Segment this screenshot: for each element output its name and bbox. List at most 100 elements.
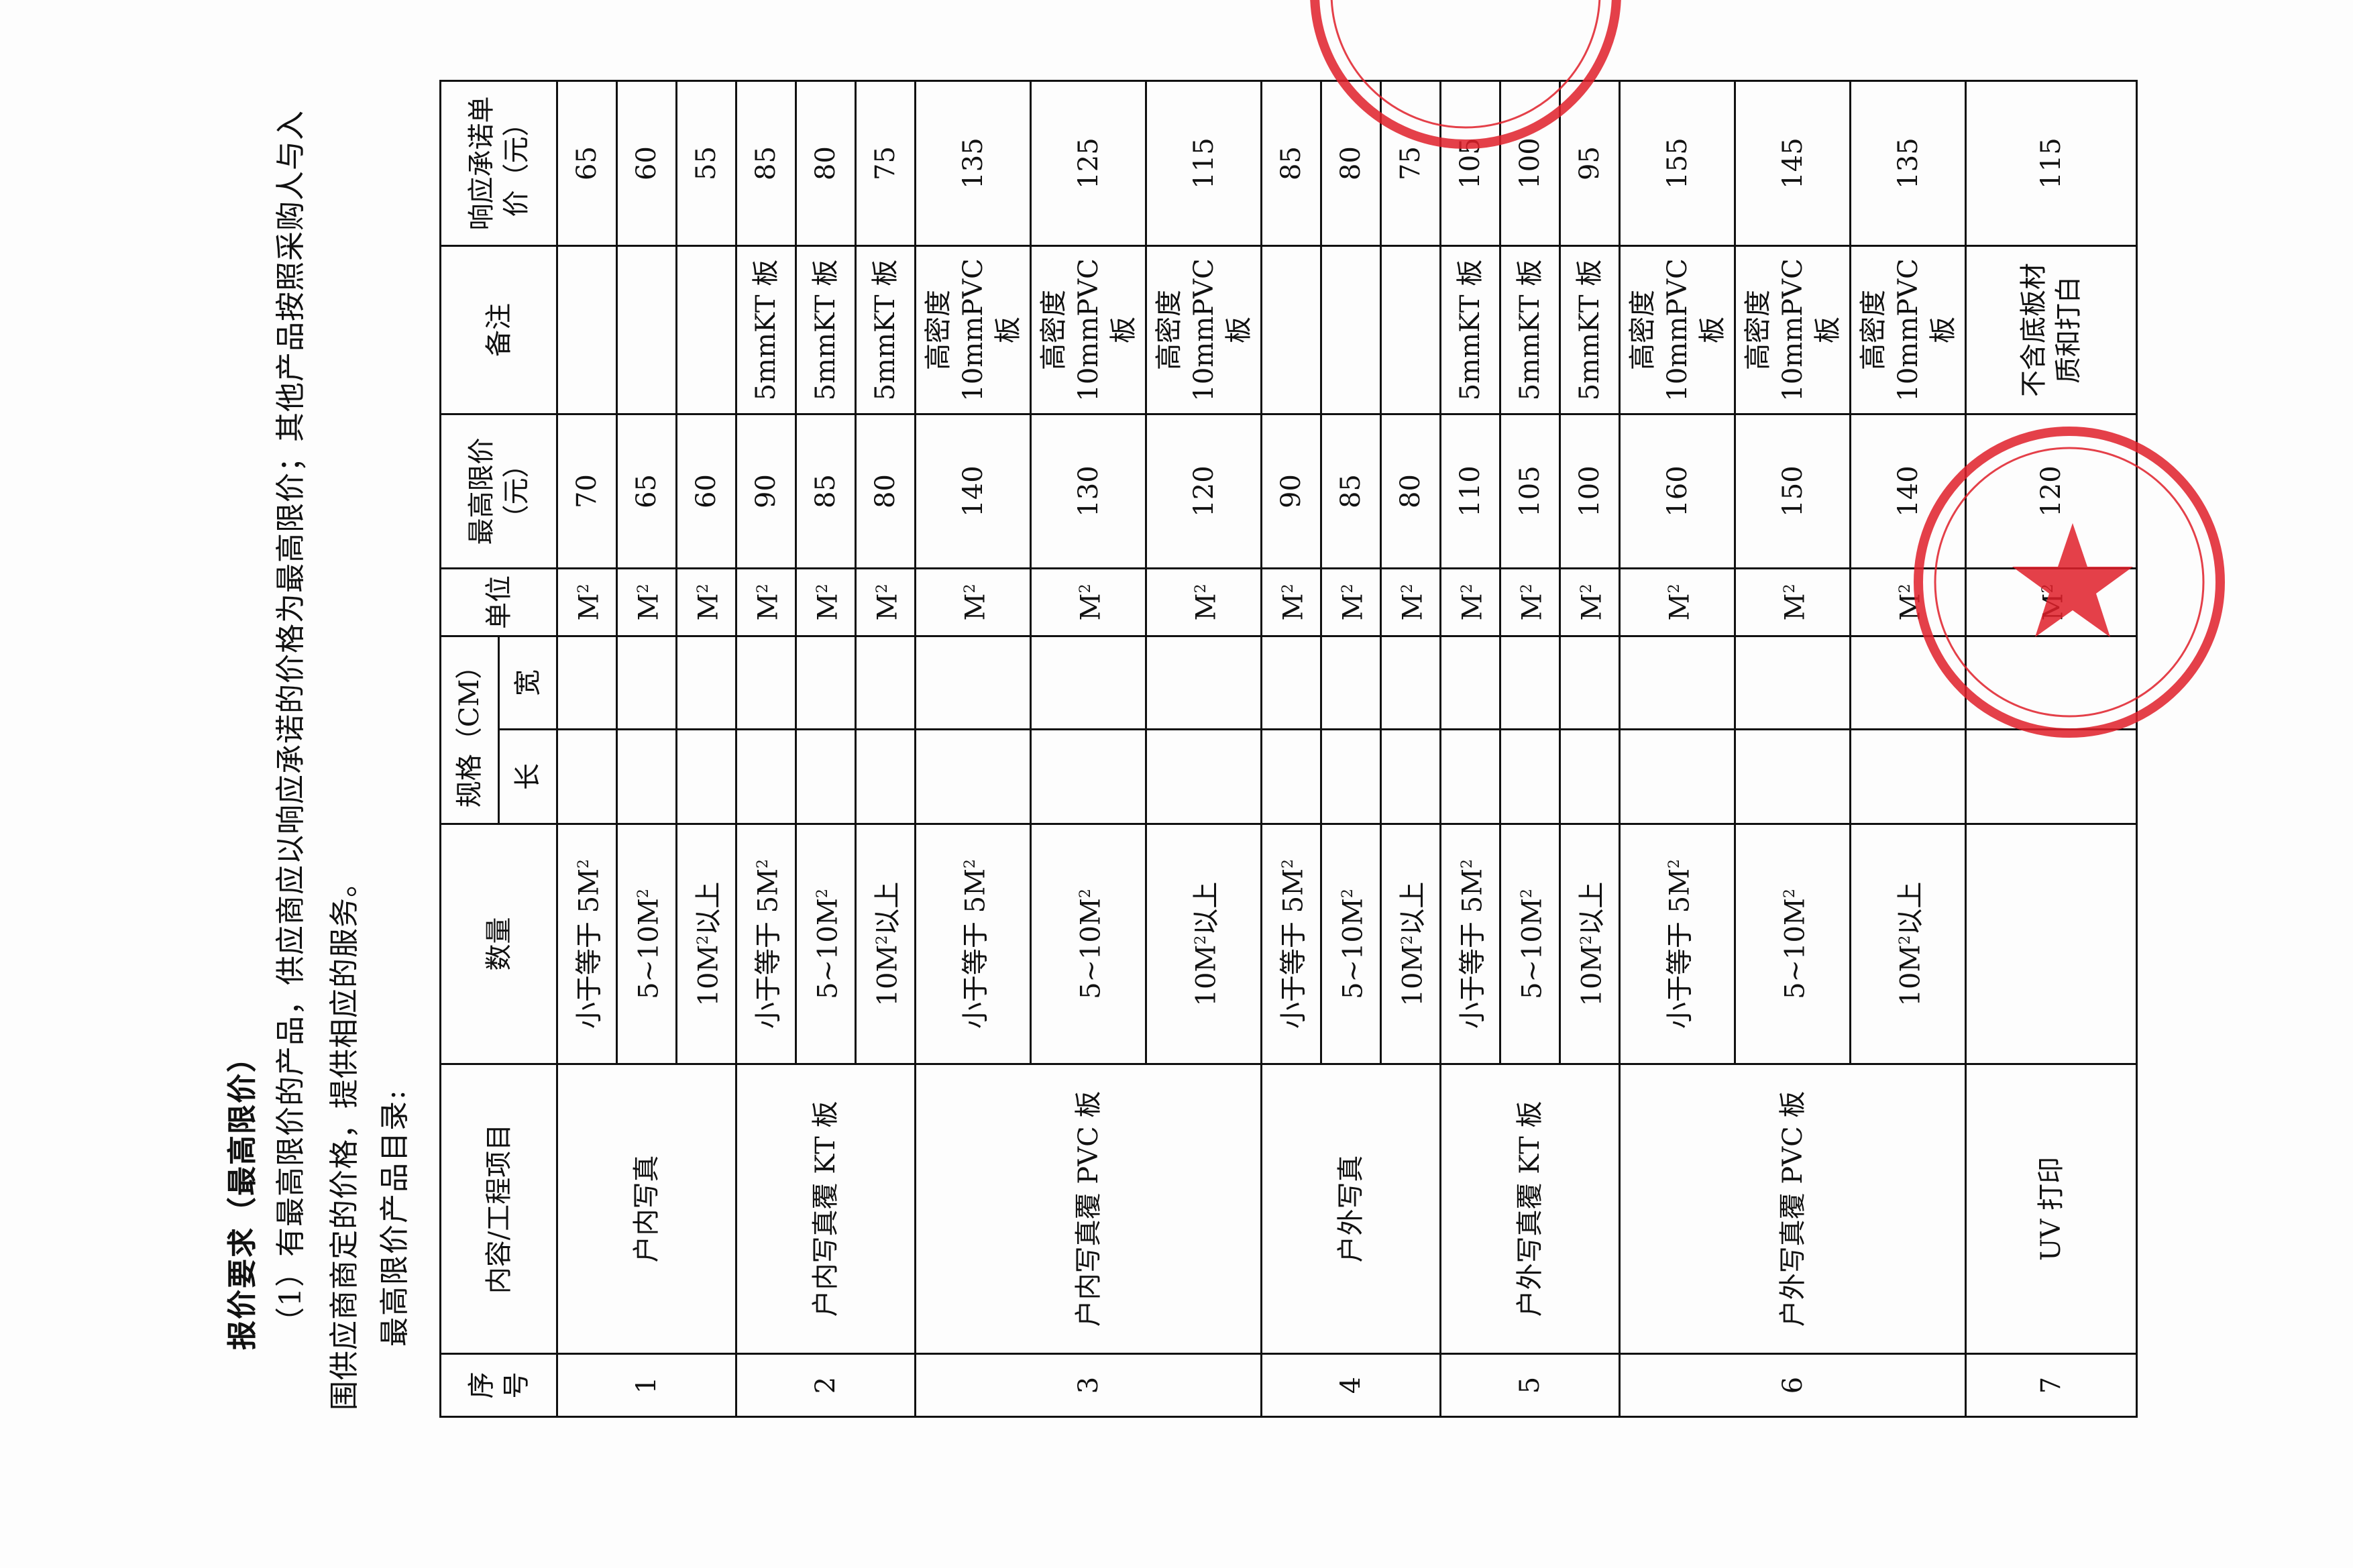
cell-max-price: 60 [676, 414, 736, 569]
cell-unit: M2 [1146, 568, 1262, 636]
cell-len [1735, 729, 1851, 824]
cell-len [1030, 729, 1146, 824]
cell-no: 7 [1965, 1353, 2137, 1417]
cell-qty: 小于等于 5M2 [915, 824, 1031, 1064]
cell-qty: 5~10M2 [1030, 824, 1146, 1064]
cell-note: 高密度 10mmPVC 板 [1619, 245, 1735, 414]
cell-unit: M2 [1261, 568, 1321, 636]
cell-max-price: 120 [1146, 414, 1262, 569]
table-row: 7 UV 打印 M2 120 不含底板材质和打白 115 [1965, 80, 2137, 1417]
cell-max-price: 140 [1850, 414, 1966, 569]
cell-max-price: 140 [915, 414, 1031, 569]
cell-unit: M2 [736, 568, 796, 636]
cell-wid [855, 636, 916, 730]
cell-qty: 小于等于 5M2 [1440, 824, 1500, 1064]
cell-note: 高密度 10mmPVC 板 [1850, 245, 1966, 414]
cell-max-price: 90 [736, 414, 796, 569]
cell-qty [1965, 824, 2137, 1064]
cell-resp-price: 80 [1321, 80, 1381, 246]
cell-len [1146, 729, 1262, 824]
cell-resp-price: 95 [1559, 80, 1620, 246]
cell-resp-price: 85 [736, 80, 796, 246]
cell-item-name: UV 打印 [1965, 1064, 2137, 1354]
cell-unit: M2 [1619, 568, 1735, 636]
cell-wid [1440, 636, 1500, 730]
cell-qty: 10M2以上 [1146, 824, 1262, 1064]
cell-unit: M2 [616, 568, 677, 636]
cell-len [1559, 729, 1620, 824]
table-row: 5 户外写真覆 KT 板小于等于 5M2 M2 110 5mmKT 板 105 [1440, 80, 1620, 1417]
cell-item-name: 户外写真 [1261, 1064, 1441, 1354]
cell-wid [1321, 636, 1381, 730]
cell-len [1850, 729, 1966, 824]
cell-len [557, 729, 617, 824]
table-row: 3 户内写真覆 PVC 板小于等于 5M2 M2 140 高密度 10mmPVC 板 13… [915, 80, 1262, 1417]
cell-resp-price: 65 [557, 80, 617, 246]
cell-qty: 5~10M2 [616, 824, 677, 1064]
cell-resp-price: 55 [676, 80, 736, 246]
cell-note: 5mmKT 板 [855, 245, 916, 414]
table-row: 4 户外写真 小于等于 5M2 M2 90 85 [1261, 80, 1441, 1417]
cell-unit: M2 [557, 568, 617, 636]
cell-unit: M2 [1850, 568, 1966, 636]
cell-unit: M2 [1500, 568, 1560, 636]
cell-resp-price: 135 [915, 80, 1031, 246]
cell-wid [616, 636, 677, 730]
header-no: 序号 [440, 1353, 557, 1417]
cell-qty: 5~10M2 [1735, 824, 1851, 1064]
header-spec: 规格（CM） [440, 636, 499, 824]
cell-resp-price: 105 [1440, 80, 1500, 246]
cell-note: 5mmKT 板 [1500, 245, 1560, 414]
cell-resp-price: 75 [855, 80, 916, 246]
cell-max-price: 85 [1321, 414, 1381, 569]
cell-wid [796, 636, 856, 730]
cell-note: 5mmKT 板 [1559, 245, 1620, 414]
heading: 报价要求（最高限价） [225, 1042, 260, 1350]
cell-qty: 5~10M2 [1500, 824, 1560, 1064]
cell-qty: 小于等于 5M2 [557, 824, 617, 1064]
cell-qty: 小于等于 5M2 [1619, 824, 1735, 1064]
cell-note: 高密度 10mmPVC 板 [1030, 245, 1146, 414]
cell-wid [736, 636, 796, 730]
cell-max-price: 120 [1965, 414, 2137, 569]
cell-no: 5 [1440, 1353, 1620, 1417]
header-wid: 宽 [498, 636, 557, 730]
cell-len [855, 729, 916, 824]
header-len: 长 [498, 729, 557, 824]
cell-item-name: 户内写真覆 KT 板 [736, 1064, 916, 1354]
cell-qty: 10M2以上 [676, 824, 736, 1064]
cell-unit: M2 [1030, 568, 1146, 636]
cell-resp-price: 135 [1850, 80, 1966, 246]
cell-max-price: 85 [796, 414, 856, 569]
cell-len [1261, 729, 1321, 824]
cell-qty: 10M2以上 [1850, 824, 1966, 1064]
header-max: 最高限价（元） [440, 414, 557, 569]
header-note: 备注 [440, 245, 557, 414]
cell-no: 4 [1261, 1353, 1441, 1417]
cell-max-price: 80 [855, 414, 916, 569]
cell-wid [1619, 636, 1735, 730]
cell-max-price: 160 [1619, 414, 1735, 569]
cell-unit: M2 [796, 568, 856, 636]
cell-note: 高密度 10mmPVC 板 [915, 245, 1031, 414]
document-body: 报价要求（最高限价） （1）有最高限价的产品，供应商应以响应承诺的价格为最高限价… [221, 80, 2138, 1418]
cell-no: 1 [557, 1353, 736, 1417]
cell-resp-price: 100 [1500, 80, 1560, 246]
cell-resp-price: 60 [616, 80, 677, 246]
cell-wid [676, 636, 736, 730]
cell-wid [1261, 636, 1321, 730]
cell-resp-price: 85 [1261, 80, 1321, 246]
cell-len [736, 729, 796, 824]
cell-max-price: 65 [616, 414, 677, 569]
cell-qty: 5~10M2 [796, 824, 856, 1064]
cell-wid [1850, 636, 1966, 730]
cell-unit: M2 [1965, 568, 2137, 636]
cell-qty: 10M2以上 [1380, 824, 1441, 1064]
table-row: 6 户外写真覆 PVC 板小于等于 5M2 M2 160 高密度 10mmPVC 板 15… [1619, 80, 1966, 1417]
cell-unit: M2 [1735, 568, 1851, 636]
cell-qty: 10M2以上 [1559, 824, 1620, 1064]
cell-resp-price: 80 [796, 80, 856, 246]
price-table: 序号 内容/工程项目 数量 规格（CM） 单位 最高限价（元） 备注 响应承诺单… [439, 80, 2138, 1418]
cell-qty: 10M2以上 [855, 824, 916, 1064]
cell-unit: M2 [1380, 568, 1441, 636]
